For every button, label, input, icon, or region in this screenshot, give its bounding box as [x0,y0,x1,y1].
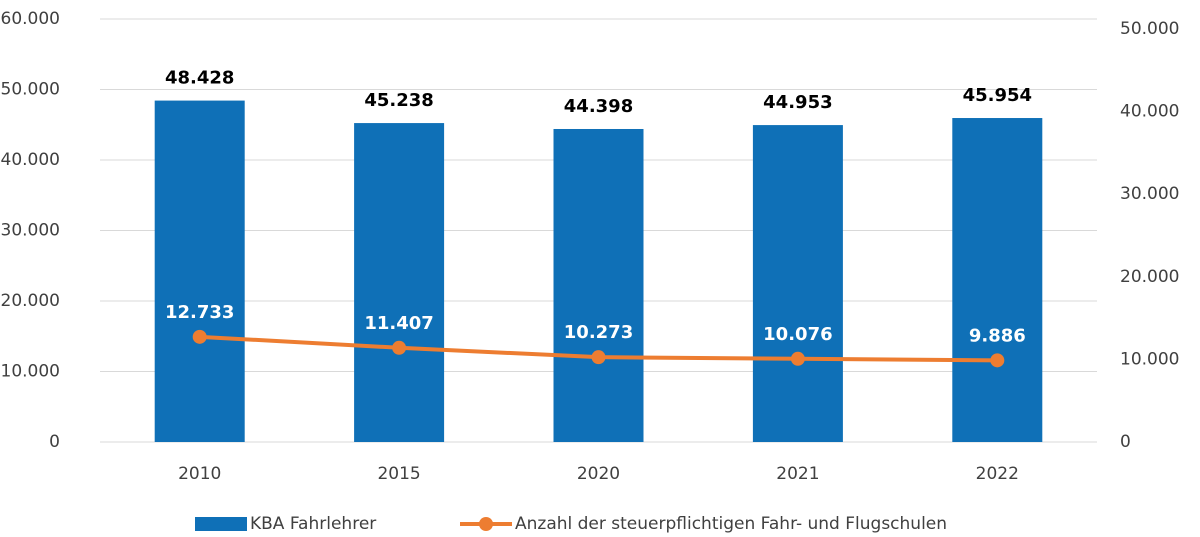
y-tick-label: 40.000 [1,150,60,170]
bar [952,118,1043,443]
legend-marker [479,517,493,531]
bar [154,100,245,442]
y2-tick-label: 20.000 [1120,267,1179,287]
legend-label: KBA Fahrlehrer [250,514,376,534]
data-label: 12.733 [165,302,234,323]
x-tick-label: 2021 [776,464,819,484]
data-label: 45.238 [364,90,433,111]
data-label: 11.407 [364,313,433,334]
data-label: 48.428 [165,68,234,89]
marker [591,350,606,365]
y-tick-label: 0 [49,432,60,452]
marker [790,351,805,366]
x-tick-label: 2015 [377,464,420,484]
y-tick-label: 20.000 [1,291,60,311]
bar [553,128,644,443]
marker [990,353,1005,368]
x-tick-label: 2020 [577,464,620,484]
y-tick-label: 10.000 [1,362,60,382]
x-tick-label: 2022 [976,464,1019,484]
bar [354,123,445,443]
data-label: 45.954 [963,85,1032,106]
data-label: 44.398 [564,96,633,117]
data-label: 10.273 [564,322,633,343]
legend-swatch [195,517,247,531]
bar [752,125,843,442]
y2-tick-label: 0 [1120,432,1131,452]
data-label: 10.076 [763,324,832,345]
y2-tick-label: 40.000 [1120,102,1179,122]
data-label: 44.953 [763,92,832,113]
y-tick-label: 60.000 [1,9,60,29]
marker [392,340,407,355]
y2-tick-label: 30.000 [1120,184,1179,204]
marker [192,329,207,344]
legend-label: Anzahl der steuerpflichtigen Fahr- und F… [515,514,947,534]
y2-tick-label: 10.000 [1120,349,1179,369]
y-tick-label: 50.000 [1,80,60,100]
data-label: 9.886 [969,325,1026,346]
x-tick-label: 2010 [178,464,221,484]
y-tick-label: 30.000 [1,221,60,241]
y2-tick-label: 50.000 [1120,19,1179,39]
